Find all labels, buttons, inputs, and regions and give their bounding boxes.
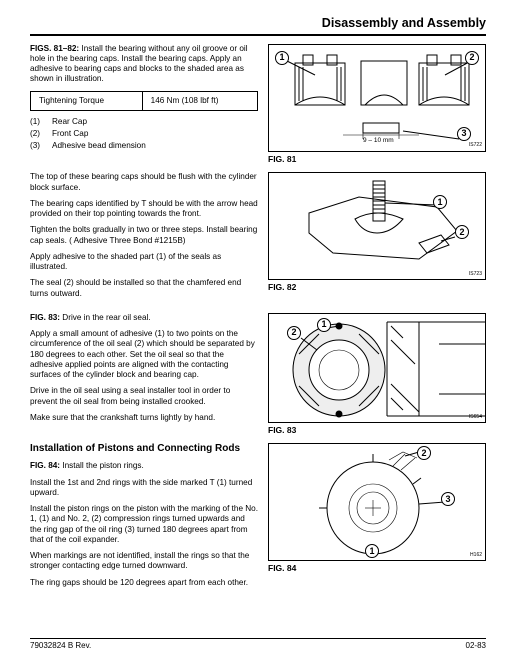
callout-3: 3 xyxy=(457,127,471,141)
s2-p0: Apply a small amount of adhesive (1) to … xyxy=(30,329,258,380)
s2-p2: Make sure that the crankshaft turns ligh… xyxy=(30,413,258,423)
footer-left: 79032824 B Rev. xyxy=(30,641,91,651)
s1-p2: Tighten the bolts gradually in two or th… xyxy=(30,225,258,246)
fig81-id: IS722 xyxy=(469,142,482,148)
fig82-caption: FIG. 82 xyxy=(268,282,486,293)
legend-row: (2)Front Cap xyxy=(30,129,258,139)
row-4: Installation of Pistons and Connecting R… xyxy=(30,443,486,594)
page-header: Disassembly and Assembly xyxy=(30,16,486,36)
row-2: The top of these bearing caps should be … xyxy=(30,172,486,305)
fig83-id: IS654 xyxy=(469,414,482,420)
intro-label: FIGS. 81–82: xyxy=(30,44,79,53)
col-text-4: Installation of Pistons and Connecting R… xyxy=(30,443,258,594)
s1-p0: The top of these bearing caps should be … xyxy=(30,172,258,193)
col-text-1: FIGS. 81–82: Install the bearing without… xyxy=(30,44,258,165)
fig-84-box: 3 1 2 H162 xyxy=(268,443,486,561)
row-3: FIG. 83: Drive in the rear oil seal. App… xyxy=(30,313,486,436)
s3-p0: Install the 1st and 2nd rings with the s… xyxy=(30,478,258,499)
fig81-caption: FIG. 81 xyxy=(268,154,486,165)
fig83-caption: FIG. 83 xyxy=(268,425,486,436)
s3-p3: The ring gaps should be 120 degrees apar… xyxy=(30,578,258,588)
col-fig-83: 2 1 IS654 FIG. 83 xyxy=(268,313,486,436)
col-text-3: FIG. 83: Drive in the rear oil seal. App… xyxy=(30,313,258,436)
intro-para: FIGS. 81–82: Install the bearing without… xyxy=(30,44,258,85)
row-1: FIGS. 81–82: Install the bearing without… xyxy=(30,44,486,165)
legend: (1)Rear Cap (2)Front Cap (3)Adhesive bea… xyxy=(30,117,258,152)
legend-row: (3)Adhesive bead dimension xyxy=(30,141,258,151)
s1-p1: The bearing caps identified by T should … xyxy=(30,199,258,220)
torque-table: Tightening Torque 146 Nm (108 lbf ft) xyxy=(30,91,258,111)
fig-83-box: 2 1 IS654 xyxy=(268,313,486,423)
s1-p3: Apply adhesive to the shaded part (1) of… xyxy=(30,252,258,273)
col-fig-82: 1 2 IS723 FIG. 82 xyxy=(268,172,486,305)
callout-1: 1 xyxy=(275,51,289,65)
callout-1: 1 xyxy=(317,318,331,332)
s3-p1: Install the piston rings on the piston w… xyxy=(30,504,258,545)
col-fig-84: 3 1 2 H162 FIG. 84 xyxy=(268,443,486,594)
callout-2: 2 xyxy=(465,51,479,65)
fig84-caption: FIG. 84 xyxy=(268,563,486,574)
callout-2: 2 xyxy=(287,326,301,340)
s3-p2: When markings are not identified, instal… xyxy=(30,551,258,572)
col-text-2: The top of these bearing caps should be … xyxy=(30,172,258,305)
page-footer: 79032824 B Rev. 02-83 xyxy=(30,638,486,651)
fig84-id: H162 xyxy=(470,552,482,558)
footer-right: 02-83 xyxy=(466,641,486,651)
torque-value: 146 Nm (108 lbf ft) xyxy=(142,91,257,110)
fig81-dim: 9 – 10 mm xyxy=(363,137,394,145)
col-fig-81: 1 2 3 9 – 10 mm IS722 FIG. 81 xyxy=(268,44,486,165)
legend-row: (1)Rear Cap xyxy=(30,117,258,127)
header-title: Disassembly and Assembly xyxy=(322,16,486,30)
fig82-id: IS723 xyxy=(469,271,482,277)
s1-p4: The seal (2) should be installed so that… xyxy=(30,278,258,299)
s2-p1: Drive in the oil seal using a seal insta… xyxy=(30,386,258,407)
fig-81-box: 1 2 3 9 – 10 mm IS722 xyxy=(268,44,486,152)
torque-label: Tightening Torque xyxy=(31,91,143,110)
section3-title: Installation of Pistons and Connecting R… xyxy=(30,443,258,455)
s3-lead: FIG. 84: Install the piston rings. xyxy=(30,461,258,471)
s2-lead: FIG. 83: Drive in the rear oil seal. xyxy=(30,313,258,323)
fig-82-box: 1 2 IS723 xyxy=(268,172,486,280)
